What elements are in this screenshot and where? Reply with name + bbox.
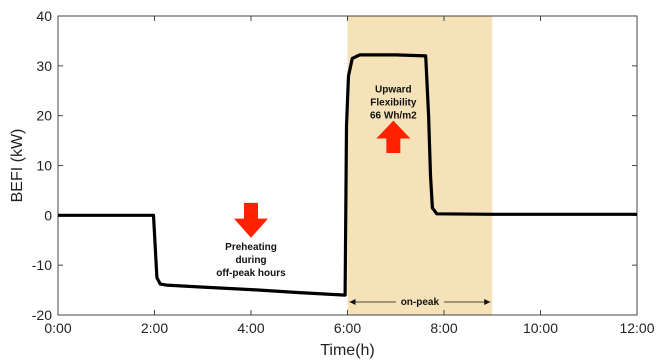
y-tick-label: 10 [36, 158, 52, 174]
down-arrow-icon [234, 202, 268, 238]
befi-series-line [58, 53, 637, 297]
y-tick-label: 0 [44, 207, 52, 223]
on-peak-label: on-peak [401, 297, 440, 308]
on-peak-label-bg [395, 295, 444, 308]
up-arrow-icon [376, 120, 411, 154]
annotation-line: Flexibility [370, 98, 417, 109]
x-tick-label: 2:00 [141, 320, 168, 336]
y-tick-label: 30 [36, 58, 52, 74]
x-tick-label: 0:00 [44, 320, 71, 336]
annotation-line: Preheating [225, 242, 277, 253]
y-axis-label: BEFI (kW) [9, 129, 26, 203]
x-tick-label: 12:00 [619, 320, 654, 336]
markers: Preheating during off-peak hours Upward Flex… [216, 85, 491, 308]
arrowhead-left-icon [349, 299, 356, 305]
y-tick-label: -20 [32, 307, 52, 323]
x-axis-label: Time(h) [320, 342, 375, 359]
on-peak-region [347, 16, 493, 315]
ticks: 0:00 2:00 4:00 6:00 8:00 10:00 12:00 -20 -10 0 10 2… [32, 8, 655, 336]
arrowhead-right-icon [484, 299, 491, 305]
y-tick-label: 20 [36, 108, 52, 124]
annotation-line: off-peak hours [216, 268, 286, 279]
y-tick-label: 40 [36, 8, 52, 24]
x-tick-label: 8:00 [430, 320, 457, 336]
x-tick-label: 6:00 [334, 320, 361, 336]
annotation-line: 66 Wh/m2 [370, 111, 417, 122]
x-tick-label: 10:00 [523, 320, 558, 336]
x-tick-label: 4:00 [237, 320, 264, 336]
annotation-line: Upward [375, 85, 412, 96]
y-tick-label: -10 [32, 257, 52, 273]
annotation-line: during [235, 255, 266, 266]
